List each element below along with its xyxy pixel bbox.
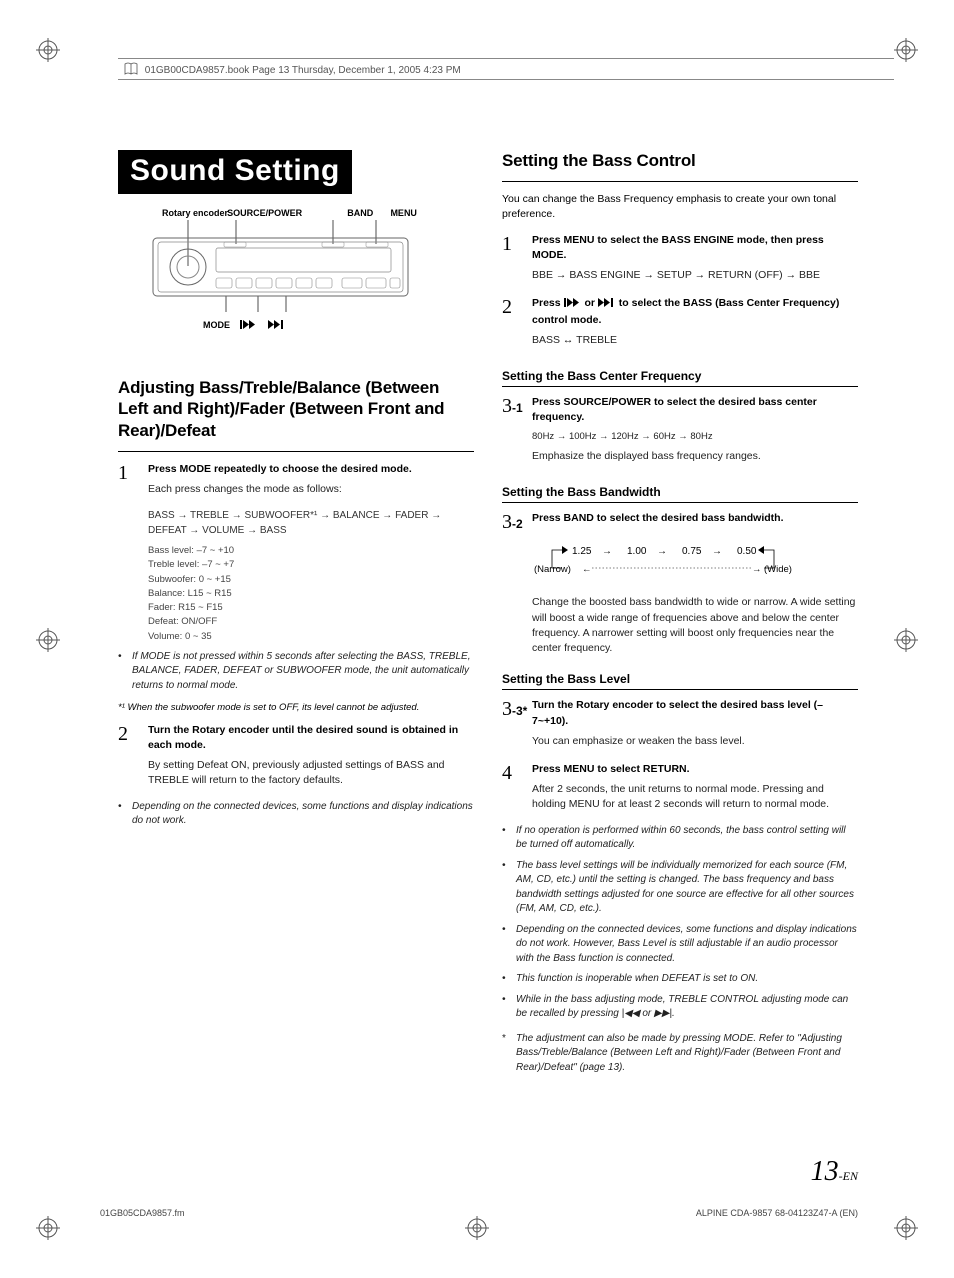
bw-wide-label: (Wide): [764, 564, 792, 575]
step-number: 4: [502, 762, 532, 818]
step-number: 1: [118, 462, 148, 502]
prev-track-icon: [564, 297, 582, 312]
step-number: 3-1: [502, 395, 532, 469]
step-text: You can emphasize or weaken the bass lev…: [532, 734, 858, 749]
step-text: Change the boosted bass bandwidth to wid…: [532, 595, 858, 656]
step-text: After 2 seconds, the unit returns to nor…: [532, 782, 858, 812]
device-label-band: BAND: [336, 208, 384, 218]
section-title-bass: Setting the Bass Control: [502, 150, 858, 171]
registration-mark-icon: [36, 628, 60, 652]
range-item: Balance: L15 ~ R15: [148, 587, 474, 601]
intro-text: You can change the Bass Frequency emphas…: [502, 192, 858, 222]
range-item: Fader: R15 ~ F15: [148, 601, 474, 615]
note-bullet: •Depending on the connected devices, som…: [118, 800, 474, 829]
footer-model: ALPINE CDA-9857 68-04123Z47-A (EN): [696, 1208, 858, 1218]
car-stereo-icon: [138, 218, 423, 313]
book-header-text: 01GB00CDA9857.book Page 13 Thursday, Dec…: [145, 65, 461, 76]
range-item: Bass level: –7 ~ +10: [148, 544, 474, 558]
step-3-1: 3-1 Press SOURCE/POWER to select the des…: [502, 395, 858, 469]
device-label-mode: MODE: [203, 320, 230, 330]
svg-text:→: →: [752, 564, 762, 575]
left-column: Sound Setting Rotary encoder SOURCE/POWE…: [118, 150, 474, 1081]
step-text: By setting Defeat ON, previously adjuste…: [148, 758, 474, 788]
note-bullet: •If no operation is performed within 60 …: [502, 824, 858, 853]
next-track-icon: [598, 297, 616, 312]
step-text: BASS ↔ TREBLE: [532, 333, 858, 348]
step-text: Each press changes the mode as follows:: [148, 482, 474, 497]
note-bullet: •Depending on the connected devices, som…: [502, 923, 858, 967]
registration-mark-icon: [894, 628, 918, 652]
bw-value: 1.25: [572, 546, 592, 557]
step-head: Press or to select the BASS (Bass Center…: [532, 296, 858, 327]
page-number: 13-EN: [811, 1156, 858, 1188]
book-header: 01GB00CDA9857.book Page 13 Thursday, Dec…: [118, 58, 894, 80]
step-3-2: 3-2 Press BAND to select the desired bas…: [502, 511, 858, 532]
step-text: 80Hz → 100Hz → 120Hz → 60Hz → 80Hz: [532, 430, 858, 444]
step-2: 2 Press or to select the BASS (Bass Cent…: [502, 296, 858, 353]
device-label-source: SOURCE/POWER: [221, 208, 308, 218]
step-head: Press MODE repeatedly to choose the desi…: [148, 462, 474, 477]
chapter-title: Sound Setting: [118, 150, 352, 194]
right-column: Setting the Bass Control You can change …: [502, 150, 858, 1081]
rule: [118, 451, 474, 452]
step-head: Press SOURCE/POWER to select the desired…: [532, 395, 858, 425]
next-track-icon: [268, 320, 286, 331]
step-head: Press BAND to select the desired bass ba…: [532, 511, 858, 526]
step-head: Press MENU to select RETURN.: [532, 762, 858, 777]
bw-value: 0.75: [682, 546, 702, 557]
footnote: *¹ When the subwoofer mode is set to OFF…: [118, 701, 474, 714]
page: 01GB00CDA9857.book Page 13 Thursday, Dec…: [0, 0, 954, 1278]
step-2: 2 Turn the Rotary encoder until the desi…: [118, 723, 474, 794]
step-4: 4 Press MENU to select RETURN. After 2 s…: [502, 762, 858, 818]
step-text: Emphasize the displayed bass frequency r…: [532, 449, 858, 464]
subhead-center-freq: Setting the Bass Center Frequency: [502, 369, 858, 387]
prev-track-icon: [240, 320, 258, 331]
book-icon: [124, 62, 138, 76]
rule: [502, 181, 858, 182]
step-head: Turn the Rotary encoder until the desire…: [148, 723, 474, 753]
bandwidth-diagram: 1.25 1.00 0.75 0.50 → → → (Narrow) (Wide…: [532, 540, 858, 587]
step-head: Press MENU to select the BASS ENGINE mod…: [532, 233, 858, 263]
registration-mark-icon: [36, 38, 60, 62]
step-head: Turn the Rotary encoder to select the de…: [532, 698, 858, 728]
svg-text:→: →: [657, 546, 667, 557]
step-number: 2: [502, 296, 532, 353]
svg-text:←: ←: [582, 564, 592, 575]
range-list: Bass level: –7 ~ +10 Treble level: –7 ~ …: [148, 544, 474, 644]
note-bullet: •While in the bass adjusting mode, TREBL…: [502, 993, 858, 1022]
registration-mark-icon: [36, 1216, 60, 1240]
bw-narrow-label: (Narrow): [534, 564, 571, 575]
section-title-adjust: Adjusting Bass/Treble/Balance (Between L…: [118, 377, 474, 441]
note-bullet: •If MODE is not pressed within 5 seconds…: [118, 650, 474, 694]
bw-value: 1.00: [627, 546, 647, 557]
svg-text:→: →: [712, 546, 722, 557]
subhead-bass-level: Setting the Bass Level: [502, 672, 858, 690]
range-item: Volume: 0 ~ 35: [148, 630, 474, 644]
device-label-menu: MENU: [384, 208, 423, 218]
step-number: 3-3*: [502, 698, 532, 754]
bw-value: 0.50: [737, 546, 757, 557]
range-item: Defeat: ON/OFF: [148, 615, 474, 629]
note-bullet: •The bass level settings will be individ…: [502, 859, 858, 917]
step-number: 2: [118, 723, 148, 794]
star-note: *The adjustment can also be made by pres…: [502, 1032, 858, 1076]
subhead-bandwidth: Setting the Bass Bandwidth: [502, 485, 858, 503]
note-bullet: •This function is inoperable when DEFEAT…: [502, 972, 858, 987]
registration-mark-icon: [894, 1216, 918, 1240]
range-item: Subwoofer: 0 ~ +15: [148, 573, 474, 587]
step-3-3: 3-3* Turn the Rotary encoder to select t…: [502, 698, 858, 754]
device-diagram: Rotary encoder SOURCE/POWER BAND MENU: [138, 208, 423, 331]
step-1: 1 Press MENU to select the BASS ENGINE m…: [502, 233, 858, 289]
mode-sequence: BASS → TREBLE → SUBWOOFER*¹ → BALANCE → …: [148, 508, 474, 538]
footer-filename: 01GB05CDA9857.fm: [100, 1208, 185, 1218]
step-number: 1: [502, 233, 532, 289]
step-number: 3-2: [502, 511, 532, 532]
step-text: BBE → BASS ENGINE → SETUP → RETURN (OFF)…: [532, 268, 858, 283]
svg-text:→: →: [602, 546, 612, 557]
registration-mark-icon: [894, 38, 918, 62]
range-item: Treble level: –7 ~ +7: [148, 558, 474, 572]
step-1: 1 Press MODE repeatedly to choose the de…: [118, 462, 474, 502]
registration-mark-icon: [465, 1216, 489, 1240]
content: Sound Setting Rotary encoder SOURCE/POWE…: [118, 150, 858, 1081]
